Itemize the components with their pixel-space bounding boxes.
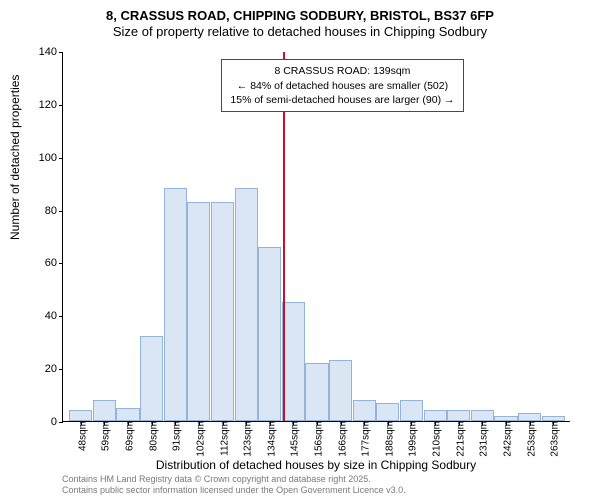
histogram-bar xyxy=(353,400,376,421)
chart-plot-area: 02040608010012014048sqm59sqm69sqm80sqm91… xyxy=(62,52,570,422)
histogram-bar xyxy=(116,408,139,421)
x-tick-mark xyxy=(293,421,294,425)
x-tick-label: 48sqm xyxy=(73,421,88,451)
x-tick-mark xyxy=(175,421,176,425)
x-tick-label: 199sqm xyxy=(404,421,419,457)
histogram-bar xyxy=(447,410,470,421)
x-tick-mark xyxy=(435,421,436,425)
histogram-bar xyxy=(400,400,423,421)
histogram-bar xyxy=(329,360,352,421)
footer-line1: Contains HM Land Registry data © Crown c… xyxy=(62,474,406,485)
y-tick-mark xyxy=(59,158,63,159)
histogram-bar xyxy=(69,410,92,421)
x-tick-label: 221sqm xyxy=(451,421,466,457)
x-tick-label: 156sqm xyxy=(310,421,325,457)
histogram-bar xyxy=(211,202,234,421)
x-tick-mark xyxy=(152,421,153,425)
histogram-bar xyxy=(187,202,210,421)
y-tick-mark xyxy=(59,263,63,264)
histogram-bar xyxy=(258,247,281,421)
histogram-bar xyxy=(305,363,328,421)
y-tick-mark xyxy=(59,105,63,106)
x-tick-label: 242sqm xyxy=(498,421,513,457)
x-tick-mark xyxy=(459,421,460,425)
x-axis-label: Distribution of detached houses by size … xyxy=(62,458,570,472)
title-line1: 8, CRASSUS ROAD, CHIPPING SODBURY, BRIST… xyxy=(0,8,600,24)
x-tick-label: 253sqm xyxy=(522,421,537,457)
x-tick-mark xyxy=(411,421,412,425)
y-tick-label: 100 xyxy=(23,152,63,164)
histogram-bar xyxy=(518,413,541,421)
title-line2: Size of property relative to detached ho… xyxy=(0,24,600,40)
x-tick-label: 102sqm xyxy=(191,421,206,457)
x-tick-label: 134sqm xyxy=(262,421,277,457)
y-tick-label: 40 xyxy=(23,310,63,322)
annotation-box: 8 CRASSUS ROAD: 139sqm← 84% of detached … xyxy=(221,59,463,112)
x-tick-mark xyxy=(270,421,271,425)
x-tick-mark xyxy=(104,421,105,425)
histogram-bar xyxy=(282,302,305,421)
x-tick-label: 210sqm xyxy=(428,421,443,457)
x-tick-mark xyxy=(128,421,129,425)
x-tick-mark xyxy=(199,421,200,425)
x-tick-mark xyxy=(246,421,247,425)
y-tick-label: 120 xyxy=(23,99,63,111)
x-tick-mark xyxy=(364,421,365,425)
y-tick-label: 60 xyxy=(23,257,63,269)
x-tick-label: 123sqm xyxy=(239,421,254,457)
x-tick-mark xyxy=(341,421,342,425)
x-tick-mark xyxy=(317,421,318,425)
x-tick-label: 188sqm xyxy=(380,421,395,457)
y-tick-mark xyxy=(59,316,63,317)
x-tick-label: 112sqm xyxy=(215,421,230,456)
x-tick-mark xyxy=(553,421,554,425)
y-tick-mark xyxy=(59,369,63,370)
x-tick-mark xyxy=(81,421,82,425)
x-tick-label: 59sqm xyxy=(97,421,112,451)
y-tick-mark xyxy=(59,422,63,423)
x-tick-mark xyxy=(506,421,507,425)
histogram-bar xyxy=(424,410,447,421)
x-tick-mark xyxy=(530,421,531,425)
annotation-line: 8 CRASSUS ROAD: 139sqm xyxy=(230,64,454,78)
histogram-bar xyxy=(164,188,187,421)
y-tick-label: 80 xyxy=(23,205,63,217)
x-tick-label: 166sqm xyxy=(333,421,348,457)
x-tick-label: 177sqm xyxy=(357,421,372,457)
x-tick-label: 145sqm xyxy=(286,421,301,457)
x-tick-mark xyxy=(223,421,224,425)
x-tick-label: 231sqm xyxy=(475,421,490,457)
histogram-bar xyxy=(235,188,258,421)
x-tick-label: 91sqm xyxy=(168,421,183,451)
y-tick-label: 0 xyxy=(23,416,63,428)
annotation-line: ← 84% of detached houses are smaller (50… xyxy=(230,79,454,93)
y-axis-label: Number of detached properties xyxy=(8,75,22,240)
attribution-footer: Contains HM Land Registry data © Crown c… xyxy=(62,474,406,496)
x-tick-label: 69sqm xyxy=(121,421,136,451)
footer-line2: Contains public sector information licen… xyxy=(62,485,406,496)
histogram-bar xyxy=(471,410,494,421)
x-tick-mark xyxy=(388,421,389,425)
y-tick-mark xyxy=(59,211,63,212)
annotation-line: 15% of semi-detached houses are larger (… xyxy=(230,93,454,107)
x-tick-label: 80sqm xyxy=(144,421,159,451)
x-tick-label: 263sqm xyxy=(546,421,561,457)
y-tick-label: 140 xyxy=(23,46,63,58)
x-tick-mark xyxy=(482,421,483,425)
y-tick-label: 20 xyxy=(23,363,63,375)
histogram-bar xyxy=(93,400,116,421)
histogram-bar xyxy=(376,403,399,422)
histogram-bar xyxy=(140,336,163,421)
y-tick-mark xyxy=(59,52,63,53)
chart-title-block: 8, CRASSUS ROAD, CHIPPING SODBURY, BRIST… xyxy=(0,0,600,41)
